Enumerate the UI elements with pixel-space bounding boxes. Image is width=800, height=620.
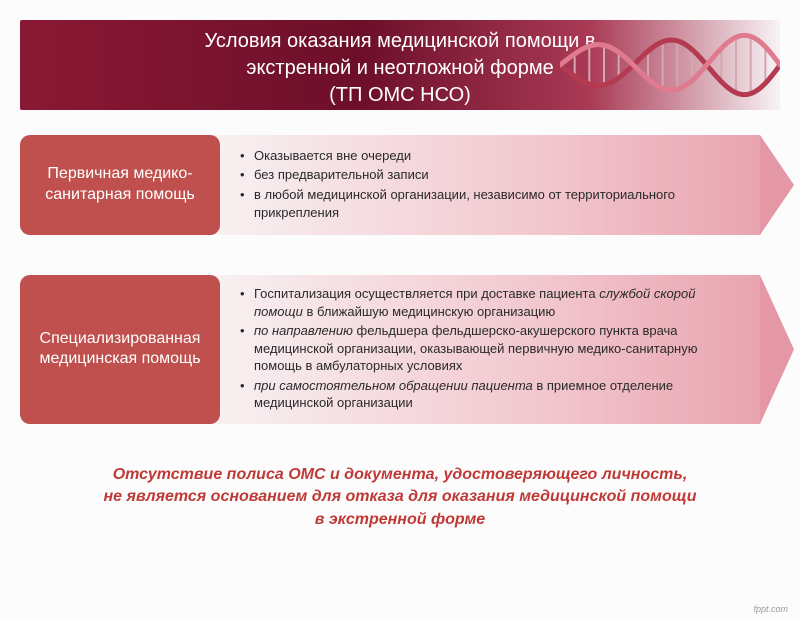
list-item: по направлению фельдшера фельдшерско-аку… [240,322,740,375]
list-item: в любой медицинской организации, независ… [240,186,740,221]
details-specialized-care: Госпитализация осуществляется при достав… [220,275,780,424]
title-line-1: Условия оказания медицинской помощи в [204,30,595,52]
watermark: fppt.com [753,604,788,614]
header: Условия оказания медицинской помощи в эк… [20,20,780,110]
block-specialized-care: Специализированная медицинская помощь Го… [20,275,780,424]
dna-illustration [560,10,780,120]
list-2: Госпитализация осуществляется при достав… [240,285,740,414]
list-1: Оказывается вне очередибез предварительн… [240,147,740,223]
label-text-2: Специализированная медицинская помощь [30,329,210,371]
details-primary-care: Оказывается вне очередибез предварительн… [220,135,780,235]
list-item: при самостоятельном обращении пациента в… [240,377,740,412]
content: Первичная медико-санитарная помощь Оказы… [20,135,780,424]
title-line-3: (ТП ОМС НСО) [329,84,471,106]
label-primary-care: Первичная медико-санитарная помощь [20,135,220,235]
block-primary-care: Первичная медико-санитарная помощь Оказы… [20,135,780,235]
list-item: Госпитализация осуществляется при достав… [240,285,740,320]
title-line-2: экстренной и неотложной форме [246,57,553,79]
label-specialized-care: Специализированная медицинская помощь [20,275,220,424]
list-item: без предварительной записи [240,166,740,184]
list-item: Оказывается вне очереди [240,147,740,165]
note-line-2: не является основанием для отказа для ок… [104,488,697,505]
footnote: Отсутствие полиса ОМС и документа, удост… [50,464,750,531]
note-line-1: Отсутствие полиса ОМС и документа, удост… [113,466,688,483]
note-line-3: в экстренной форме [315,511,485,528]
label-text-1: Первичная медико-санитарная помощь [30,164,210,206]
